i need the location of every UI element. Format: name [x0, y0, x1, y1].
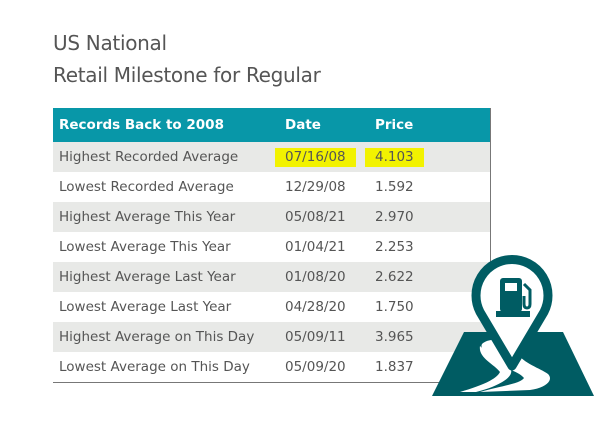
row-date: 01/08/20 — [285, 262, 375, 292]
row-price: 2.970 — [375, 202, 491, 232]
row-label: Lowest Recorded Average — [59, 179, 234, 195]
table-row: Lowest Average Last Year 04/28/20 1.750 — [53, 292, 491, 322]
row-label: Highest Recorded Average — [53, 142, 285, 172]
col-header-records: Records Back to 2008 — [53, 108, 285, 142]
date-value: 07/16/08 — [275, 148, 356, 167]
row-date: 05/09/20 — [285, 352, 375, 383]
date-value: 01/08/20 — [285, 269, 346, 285]
price-value: 2.622 — [375, 269, 414, 285]
row-date: 12/29/08 — [285, 172, 375, 202]
milestone-table: Records Back to 2008 Date Price Highest … — [53, 108, 491, 383]
row-label: Highest Average on This Day — [53, 322, 285, 352]
date-value: 01/04/21 — [285, 239, 346, 255]
price-value: 1.837 — [375, 359, 414, 375]
price-value: 2.970 — [375, 209, 414, 225]
price-value: 1.750 — [375, 299, 414, 315]
table-row: Highest Average Last Year 01/08/20 2.622 — [53, 262, 491, 292]
table-row: Lowest Recorded Average 12/29/08 1.592 — [53, 172, 491, 202]
row-date: 01/04/21 — [285, 232, 375, 262]
page-subtitle: Retail Milestone for Regular — [53, 63, 321, 87]
table-row: Lowest Average This Year 01/04/21 2.253 — [53, 232, 491, 262]
row-price: 1.750 — [375, 292, 491, 322]
row-price: 2.253 — [375, 232, 491, 262]
row-label: Lowest Average on This Day — [59, 359, 250, 375]
table-row: Lowest Average on This Day 05/09/20 1.83… — [53, 352, 491, 383]
col-header-date: Date — [285, 108, 375, 142]
date-value: 05/08/21 — [285, 209, 346, 225]
date-value: 04/28/20 — [285, 299, 346, 315]
row-price: 1.837 — [375, 352, 491, 383]
table-row: Highest Recorded Average 07/16/08 4.103 — [53, 142, 491, 172]
table-header: Records Back to 2008 Date Price — [53, 108, 491, 142]
row-date: 04/28/20 — [285, 292, 375, 322]
row-label: Lowest Average This Year — [59, 239, 231, 255]
date-value: 12/29/08 — [285, 179, 346, 195]
row-price: 1.592 — [375, 172, 491, 202]
date-value: 05/09/20 — [285, 359, 346, 375]
page-title: US National — [53, 31, 167, 55]
table-row: Highest Average on This Day 05/09/11 3.9… — [53, 322, 491, 352]
row-label: Highest Average This Year — [53, 202, 285, 232]
row-date: 05/08/21 — [285, 202, 375, 232]
price-value: 3.965 — [375, 329, 414, 345]
date-value: 05/09/11 — [285, 329, 346, 345]
row-date: 07/16/08 — [275, 142, 375, 172]
row-price: 2.622 — [375, 262, 491, 292]
table-row: Highest Average This Year 05/08/21 2.970 — [53, 202, 491, 232]
price-value: 1.592 — [375, 179, 414, 195]
row-label: Highest Average Last Year — [53, 262, 285, 292]
col-header-price: Price — [375, 108, 491, 142]
price-value: 2.253 — [375, 239, 414, 255]
row-date: 05/09/11 — [285, 322, 375, 352]
price-value: 4.103 — [365, 148, 424, 167]
gas-station-map-pin-icon — [432, 255, 594, 396]
row-price: 4.103 — [365, 142, 491, 172]
row-label: Lowest Average Last Year — [59, 299, 232, 315]
